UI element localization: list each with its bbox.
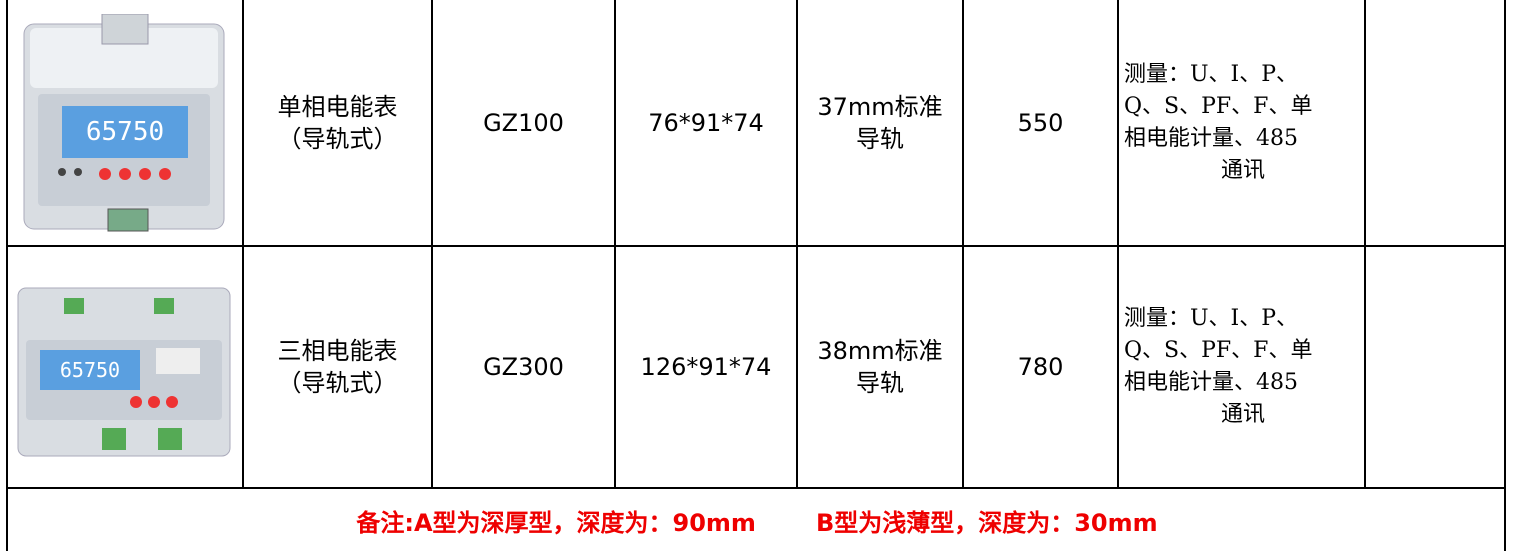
cell-text: GZ100	[483, 108, 564, 137]
cell: GZ300	[433, 247, 614, 487]
cell-text: Q、S、PF、F、单	[1124, 93, 1313, 119]
svg-text:65750: 65750	[60, 358, 120, 382]
cell-text: 导轨	[856, 124, 904, 153]
note-text: 备注:A型为深厚型，深度为：90mm	[356, 508, 756, 537]
cell-text: 126*91*74	[640, 353, 772, 381]
cell: GZ100	[433, 0, 614, 245]
cell: 测量：U、I、P、 Q、S、PF、F、单 相电能计量、485 通讯	[1124, 247, 1362, 487]
cell-text: 38mm标准	[817, 337, 943, 365]
cell: 780	[964, 247, 1117, 487]
border	[6, 487, 1506, 489]
cell-text: 三相电能表	[277, 337, 398, 365]
border	[242, 0, 244, 488]
border	[1117, 0, 1119, 488]
border	[796, 0, 798, 488]
meter-image: 65750	[17, 287, 231, 457]
border	[431, 0, 433, 488]
border	[614, 0, 616, 488]
note-text: B型为浅薄型，深度为：30mm	[815, 508, 1158, 537]
cell-text: 单相电能表	[277, 92, 398, 121]
cell-text: Q、S、PF、F、单	[1124, 338, 1313, 363]
border	[1364, 0, 1366, 488]
border	[1504, 0, 1506, 551]
cell: 单相电能表 （导轨式）	[244, 0, 431, 245]
border	[962, 0, 964, 488]
note: 备注:A型为深厚型，深度为：90mm B型为浅薄型，深度为：30mm	[9, 489, 1505, 551]
cell-text: 37mm标准	[817, 92, 943, 121]
cell: 测量：U、I、P、 Q、S、PF、F、单 相电能计量、485 通讯	[1124, 0, 1362, 245]
cell: 38mm标准 导轨	[798, 247, 962, 487]
cell-text: 550	[1017, 108, 1064, 137]
border	[6, 0, 8, 551]
cell-text: （导轨式）	[277, 369, 398, 397]
cell-text: 通讯	[1220, 157, 1265, 183]
cell-text: 相电能计量、485	[1124, 370, 1298, 395]
meter-image: 65750	[23, 14, 225, 232]
cell-text: 76*91*74	[648, 108, 764, 137]
cell: 76*91*74	[616, 0, 796, 245]
cell-text: 通讯	[1220, 402, 1265, 427]
cell-text: 测量：U、I、P、	[1124, 61, 1299, 87]
cell: 126*91*74	[616, 247, 796, 487]
cell-text: 测量：U、I、P、	[1124, 306, 1299, 331]
svg-text:65750: 65750	[86, 117, 164, 147]
cell-text: 导轨	[856, 369, 904, 397]
border	[6, 245, 1506, 247]
cell-text: 780	[1017, 353, 1064, 381]
cell: 550	[964, 0, 1117, 245]
cell: 三相电能表 （导轨式）	[244, 247, 431, 487]
cell-text: GZ300	[483, 353, 564, 381]
cell: 37mm标准 导轨	[798, 0, 962, 245]
cell-text: 相电能计量、485	[1124, 125, 1298, 151]
cell-text: （导轨式）	[277, 124, 398, 153]
